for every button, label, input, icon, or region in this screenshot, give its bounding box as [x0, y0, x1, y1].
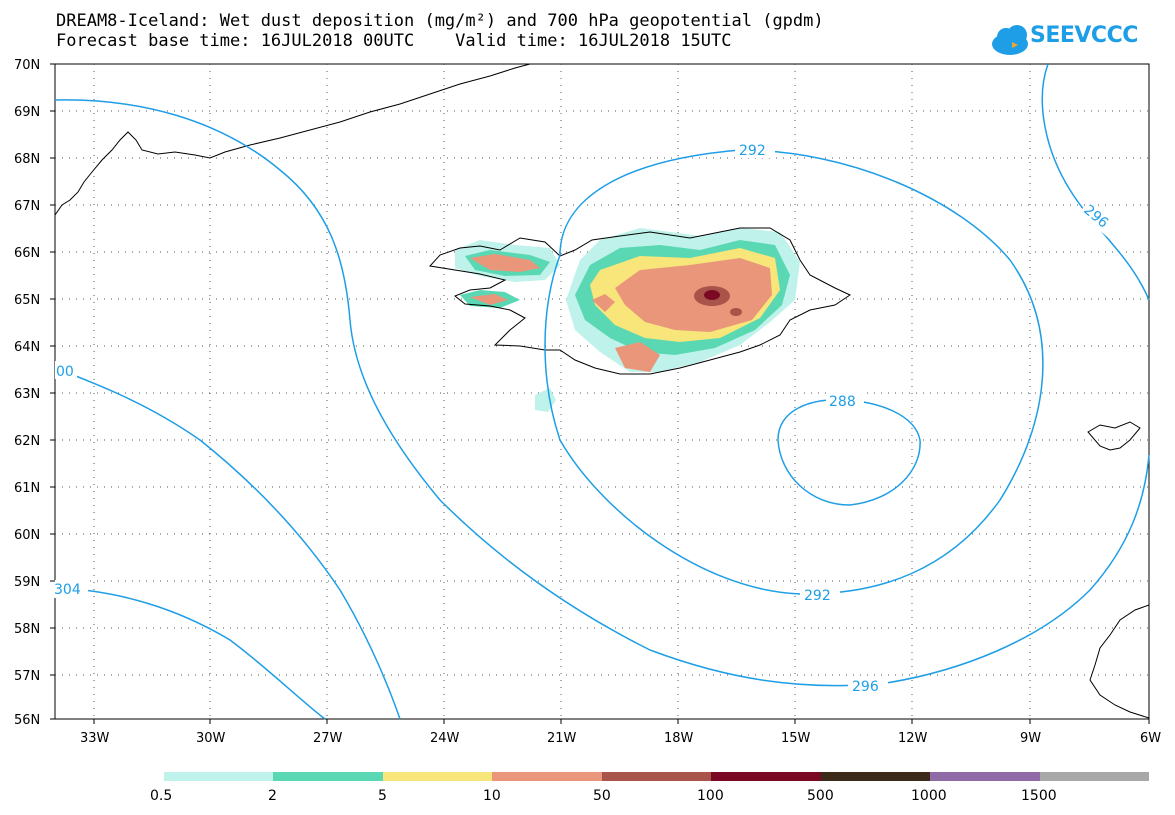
- contour-label: 288: [829, 394, 856, 410]
- lon-label: 6W: [1140, 731, 1161, 746]
- lat-label: 60N: [14, 528, 40, 543]
- lat-label: 65N: [14, 293, 40, 308]
- legend-swatch: [164, 772, 273, 781]
- lon-label: 24W: [430, 731, 460, 746]
- axis-ticks: [50, 63, 1150, 724]
- lat-label: 58N: [14, 622, 40, 637]
- longitude-labels: 33W 30W 27W 24W 21W 18W 15W 12W 9W 6W: [80, 731, 1161, 746]
- map-frame: [54, 63, 1150, 720]
- contour-label: 304: [54, 582, 81, 598]
- legend-swatch: [602, 772, 711, 781]
- lat-label: 70N: [14, 58, 40, 73]
- dust-deposition-field: [455, 228, 800, 412]
- lat-label: 59N: [14, 575, 40, 590]
- lon-label: 9W: [1020, 731, 1041, 746]
- lat-label: 64N: [14, 340, 40, 355]
- latitude-labels: 70N 69N 68N 67N 66N 65N 64N 63N 62N 61N …: [14, 58, 40, 728]
- faroe-coastline: [1087, 421, 1141, 451]
- lon-label: 27W: [313, 731, 343, 746]
- legend-swatch: [821, 772, 930, 781]
- lon-label: 12W: [898, 731, 928, 746]
- contour-296: [54, 99, 1150, 687]
- logo-text: SEEVCCC: [1030, 23, 1138, 48]
- lat-label: 62N: [14, 434, 40, 449]
- contour-300: [54, 367, 401, 720]
- lat-label: 56N: [14, 713, 40, 728]
- legend-label: 0.5: [150, 788, 172, 804]
- legend-label: 2: [268, 788, 277, 804]
- legend-label: 50: [593, 788, 611, 804]
- map-title: DREAM8-Iceland: Wet dust deposition (mg/…: [56, 11, 824, 31]
- legend-swatch: [930, 772, 1040, 781]
- iceland-coastline: [429, 227, 852, 375]
- lat-label: 67N: [14, 199, 40, 214]
- legend-label: 500: [807, 788, 834, 804]
- lon-label: 21W: [547, 731, 577, 746]
- contour-label: 292: [804, 588, 831, 604]
- color-legend: 0.5 2 5 10 50 100 500 1000 1500: [150, 772, 1149, 804]
- contour-288: [777, 399, 921, 506]
- lat-label: 66N: [14, 246, 40, 261]
- lon-label: 30W: [196, 731, 226, 746]
- legend-label: 10: [483, 788, 501, 804]
- greenland-coastline: [54, 63, 531, 216]
- legend-label: 1000: [911, 788, 947, 804]
- lat-label: 63N: [14, 387, 40, 402]
- legend-label: 100: [697, 788, 724, 804]
- legend-label: 1500: [1021, 788, 1057, 804]
- contour-296-right: [1041, 63, 1150, 301]
- lon-label: 18W: [664, 731, 694, 746]
- map-subtitle: Forecast base time: 16JUL2018 00UTC Vali…: [56, 31, 732, 51]
- contour-label: 00: [56, 364, 74, 380]
- cloud-icon: [992, 25, 1028, 55]
- contour-labels: 292 296 288 292 296 00 304: [52, 140, 1122, 695]
- scotland-coastline: [1089, 604, 1150, 719]
- seevccc-logo: [992, 25, 1028, 55]
- contour-304: [54, 587, 326, 720]
- lat-label: 68N: [14, 152, 40, 167]
- legend-label: 5: [378, 788, 387, 804]
- legend-swatch: [1040, 772, 1149, 781]
- legend-swatch: [383, 772, 492, 781]
- lon-label: 15W: [781, 731, 811, 746]
- contour-label: 292: [739, 143, 766, 159]
- legend-swatch: [492, 772, 602, 781]
- geopotential-contours: [54, 63, 1150, 720]
- lon-label: 33W: [80, 731, 110, 746]
- lat-label: 69N: [14, 105, 40, 120]
- legend-swatch: [711, 772, 821, 781]
- legend-swatch: [273, 772, 383, 781]
- lat-label: 57N: [14, 669, 40, 684]
- lat-label: 61N: [14, 481, 40, 496]
- contour-label: 296: [852, 679, 879, 695]
